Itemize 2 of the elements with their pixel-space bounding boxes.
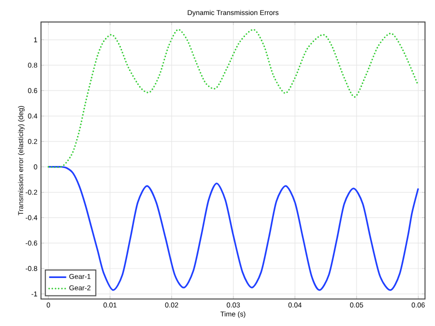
line-series	[48, 28, 420, 168]
line-series	[48, 166, 420, 291]
